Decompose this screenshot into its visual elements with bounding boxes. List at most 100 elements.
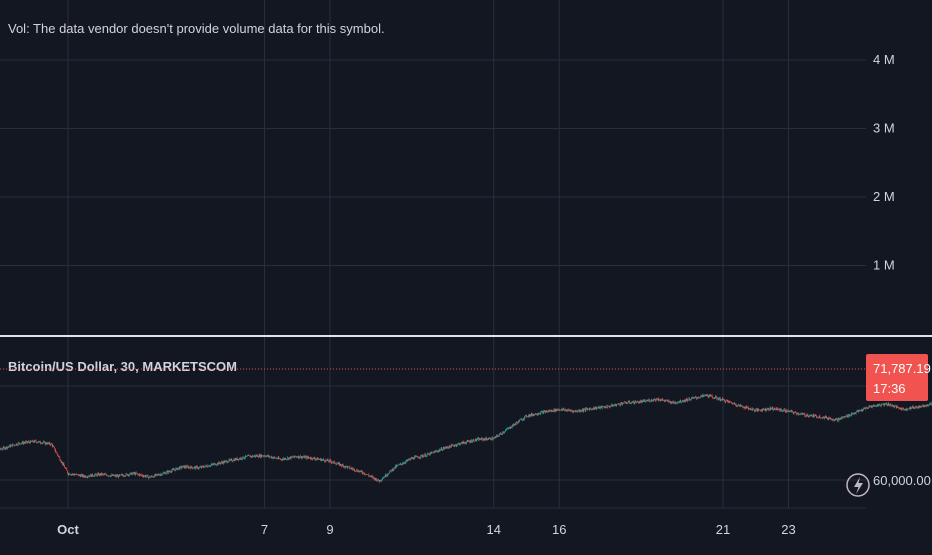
candle-body bbox=[820, 416, 821, 418]
candle-body bbox=[218, 462, 219, 464]
candle-body bbox=[533, 415, 534, 416]
candle-body bbox=[727, 401, 728, 402]
candle-body bbox=[801, 413, 802, 414]
candle-body bbox=[655, 399, 656, 401]
candle-body bbox=[328, 459, 329, 461]
candle-body bbox=[657, 399, 658, 400]
candle-body bbox=[590, 409, 591, 410]
candle-body bbox=[300, 457, 301, 458]
candle-body bbox=[171, 472, 172, 473]
symbol-legend[interactable]: Bitcoin/US Dollar, 30, MARKETSCOM bbox=[8, 359, 237, 374]
candle-body bbox=[521, 419, 522, 420]
candle-body bbox=[703, 395, 704, 396]
candle-body bbox=[498, 435, 499, 436]
candle-body bbox=[644, 400, 645, 401]
time-axis-label: 14 bbox=[487, 522, 501, 537]
candle-body bbox=[150, 476, 151, 477]
candle-body bbox=[461, 442, 462, 443]
time-axis-label: Oct bbox=[57, 522, 79, 537]
candle-body bbox=[315, 459, 316, 460]
candle-body bbox=[611, 406, 612, 407]
candle-body bbox=[747, 406, 748, 407]
candle-body bbox=[635, 401, 636, 403]
candle-body bbox=[487, 439, 488, 440]
candle-body bbox=[691, 398, 692, 399]
candle-body bbox=[139, 474, 140, 475]
candle-body bbox=[282, 460, 283, 461]
candle-body bbox=[197, 467, 198, 469]
pane-separator[interactable] bbox=[0, 335, 932, 337]
candle-body bbox=[745, 407, 746, 408]
bar-countdown: 17:36 bbox=[873, 381, 906, 396]
candle-body bbox=[889, 405, 890, 406]
candle-body bbox=[825, 417, 826, 418]
candle-body bbox=[279, 459, 280, 460]
candle-body bbox=[316, 459, 317, 460]
candle-body bbox=[180, 467, 181, 470]
candle-body bbox=[305, 457, 306, 458]
candle-body bbox=[914, 408, 915, 409]
candle-body bbox=[619, 404, 620, 405]
candle-body bbox=[555, 409, 556, 411]
candle-body bbox=[757, 409, 758, 411]
candle-body bbox=[513, 425, 514, 426]
candle-body bbox=[674, 403, 675, 404]
candle-body bbox=[36, 442, 37, 443]
candle-body bbox=[783, 410, 784, 411]
candle-body bbox=[523, 419, 524, 420]
candle-body bbox=[235, 459, 236, 461]
candle-body bbox=[352, 469, 353, 470]
candle-body bbox=[734, 403, 735, 404]
candle-body bbox=[704, 395, 705, 396]
candle-body bbox=[727, 400, 728, 401]
candle-body bbox=[324, 460, 325, 461]
candle-body bbox=[899, 408, 900, 409]
candle-body bbox=[361, 471, 362, 472]
candle-body bbox=[293, 457, 294, 458]
candle-body bbox=[928, 406, 929, 407]
candle-body bbox=[9, 445, 10, 446]
candle-body bbox=[448, 448, 449, 449]
candle-body bbox=[430, 453, 431, 455]
candle-body bbox=[910, 407, 911, 408]
candle-body bbox=[526, 415, 527, 416]
candle-body bbox=[712, 396, 713, 397]
candle-body bbox=[912, 407, 913, 408]
candle-body bbox=[304, 456, 305, 458]
candle-body bbox=[474, 441, 475, 442]
candle-body bbox=[902, 408, 903, 410]
candle-body bbox=[491, 438, 492, 440]
candle-body bbox=[718, 398, 719, 399]
candle-body bbox=[678, 402, 679, 403]
candle-body bbox=[418, 458, 419, 459]
candle-body bbox=[135, 473, 136, 475]
candle-body bbox=[229, 460, 230, 461]
candle-body bbox=[240, 458, 241, 459]
candle-body bbox=[823, 417, 824, 418]
candle-body bbox=[867, 408, 868, 409]
candle-body bbox=[14, 445, 15, 446]
candle-body bbox=[433, 452, 434, 453]
candle-body bbox=[109, 476, 110, 477]
candle-body bbox=[609, 407, 610, 408]
candle-body bbox=[11, 445, 12, 446]
time-axis-label: 23 bbox=[781, 522, 795, 537]
candle-body bbox=[676, 403, 677, 404]
candle-body bbox=[107, 475, 108, 476]
candle-body bbox=[511, 428, 512, 429]
candle-body bbox=[446, 447, 447, 448]
candle-body bbox=[319, 459, 320, 460]
candle-body bbox=[754, 409, 755, 411]
candle-body bbox=[236, 458, 237, 460]
candle-body bbox=[483, 439, 484, 440]
candle-body bbox=[478, 438, 479, 439]
candle-body bbox=[676, 403, 677, 404]
candle-body bbox=[518, 421, 519, 423]
candle-body bbox=[318, 459, 319, 460]
candle-body bbox=[856, 412, 857, 413]
candle-body bbox=[313, 458, 314, 459]
candle-body bbox=[640, 401, 641, 403]
candle-body bbox=[386, 475, 387, 476]
candle-body bbox=[660, 400, 661, 401]
